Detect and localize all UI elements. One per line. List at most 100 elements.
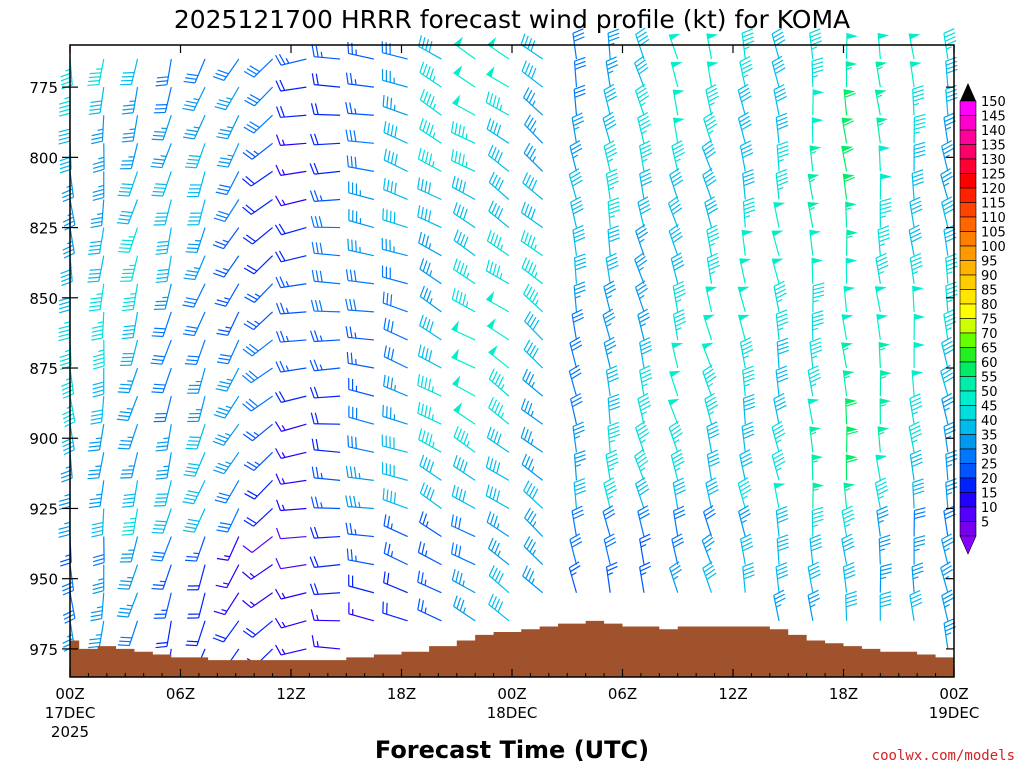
colorbar-cell — [959, 289, 977, 305]
barb-flag — [428, 406, 432, 419]
barb-flag — [608, 229, 620, 235]
wind-barb — [244, 479, 274, 500]
barb-flag — [218, 525, 230, 529]
barb-half-flag — [354, 332, 357, 339]
barb-flag — [606, 256, 618, 263]
barb-flag — [186, 162, 198, 165]
wind-barb — [451, 320, 476, 341]
barb-flag — [488, 200, 494, 212]
barb-staff — [809, 342, 814, 369]
barb-staff — [280, 451, 307, 459]
barb-flag — [910, 252, 922, 259]
barb-flag — [59, 160, 71, 166]
wind-barb — [843, 285, 856, 312]
barb-staff — [634, 90, 645, 116]
barb-flag — [608, 237, 620, 243]
barb-flag — [876, 485, 888, 492]
barb-staff — [314, 507, 341, 510]
barb-flag — [92, 192, 104, 197]
barb-half-flag — [673, 575, 679, 580]
barb-half-flag — [844, 375, 850, 379]
barb-flag — [708, 457, 720, 464]
barb-flag — [58, 108, 71, 113]
barb-flag — [637, 196, 649, 203]
barb-flag — [526, 117, 534, 128]
barb-flag — [422, 316, 428, 329]
barb-flag — [117, 587, 130, 590]
barb-flag — [453, 229, 459, 241]
barb-flag — [390, 181, 394, 193]
barb-staff — [348, 249, 375, 257]
wind-barb — [607, 225, 620, 256]
barb-staff — [940, 370, 949, 397]
barb-flag — [351, 436, 353, 448]
barb-flag — [528, 570, 535, 582]
barb-flag — [810, 573, 821, 580]
wind-barb — [605, 168, 619, 200]
wind-barb — [382, 488, 408, 510]
barb-staff — [314, 592, 341, 596]
wind-barb — [739, 336, 754, 369]
barb-flag — [390, 97, 393, 110]
wind-barb — [418, 428, 442, 453]
barb-flag — [941, 196, 952, 203]
barb-flag — [742, 152, 754, 159]
barb-flag — [641, 348, 653, 355]
wind-barb — [775, 365, 789, 397]
barb-flag — [605, 449, 617, 456]
barb-flag — [945, 454, 958, 460]
wind-barb — [419, 285, 442, 313]
barb-half-flag — [425, 521, 429, 527]
barb-flag — [249, 121, 260, 129]
barb-flag — [943, 421, 955, 428]
barb-flag — [387, 543, 391, 556]
barb-flag — [742, 348, 754, 355]
barb-staff — [383, 188, 408, 201]
barb-flag — [186, 443, 199, 446]
wind-barb — [275, 195, 307, 207]
x-tick-date: 19DEC — [929, 704, 980, 722]
barb-staff — [670, 258, 679, 284]
barb-half-flag — [130, 293, 136, 295]
barb-half-flag — [639, 238, 645, 243]
barb-staff — [486, 270, 510, 285]
barb-flag — [89, 441, 101, 444]
barb-half-flag — [462, 607, 466, 614]
barb-flag — [743, 201, 755, 207]
barb-flag — [486, 511, 492, 523]
barb-flag — [219, 128, 232, 133]
barb-flag — [492, 263, 497, 275]
wind-barb — [602, 111, 617, 144]
wind-barb — [155, 424, 172, 452]
barb-flag — [458, 517, 462, 530]
barb-flag — [117, 391, 130, 394]
barb-flag — [526, 538, 534, 550]
barb-flag — [704, 540, 715, 549]
barb-flag — [419, 258, 425, 270]
wind-barb — [639, 533, 651, 565]
barb-flag — [152, 162, 164, 165]
wind-barb — [572, 224, 586, 256]
x-axis-label: Forecast Time (UTC) — [375, 736, 649, 764]
colorbar-label: 115 — [981, 197, 1006, 212]
barb-flag — [673, 280, 684, 287]
wind-barb — [701, 139, 717, 172]
barb-flag — [383, 121, 387, 133]
barb-flag — [943, 597, 954, 604]
barb-staff — [452, 102, 476, 116]
barb-flag — [738, 111, 749, 119]
barb-flag — [310, 496, 315, 508]
x-tick-label: 06Z — [608, 685, 637, 703]
barb-flag — [773, 589, 785, 596]
barb-flag — [843, 513, 855, 520]
barb-flag — [120, 636, 132, 639]
barb-half-flag — [354, 108, 357, 115]
barb-flag — [637, 505, 649, 512]
barb-flag — [673, 509, 685, 516]
barb-pennant — [810, 145, 822, 152]
barb-flag — [604, 143, 616, 151]
barb-half-flag — [249, 601, 255, 606]
barb-flag — [182, 501, 194, 505]
wind-barb — [187, 395, 206, 423]
